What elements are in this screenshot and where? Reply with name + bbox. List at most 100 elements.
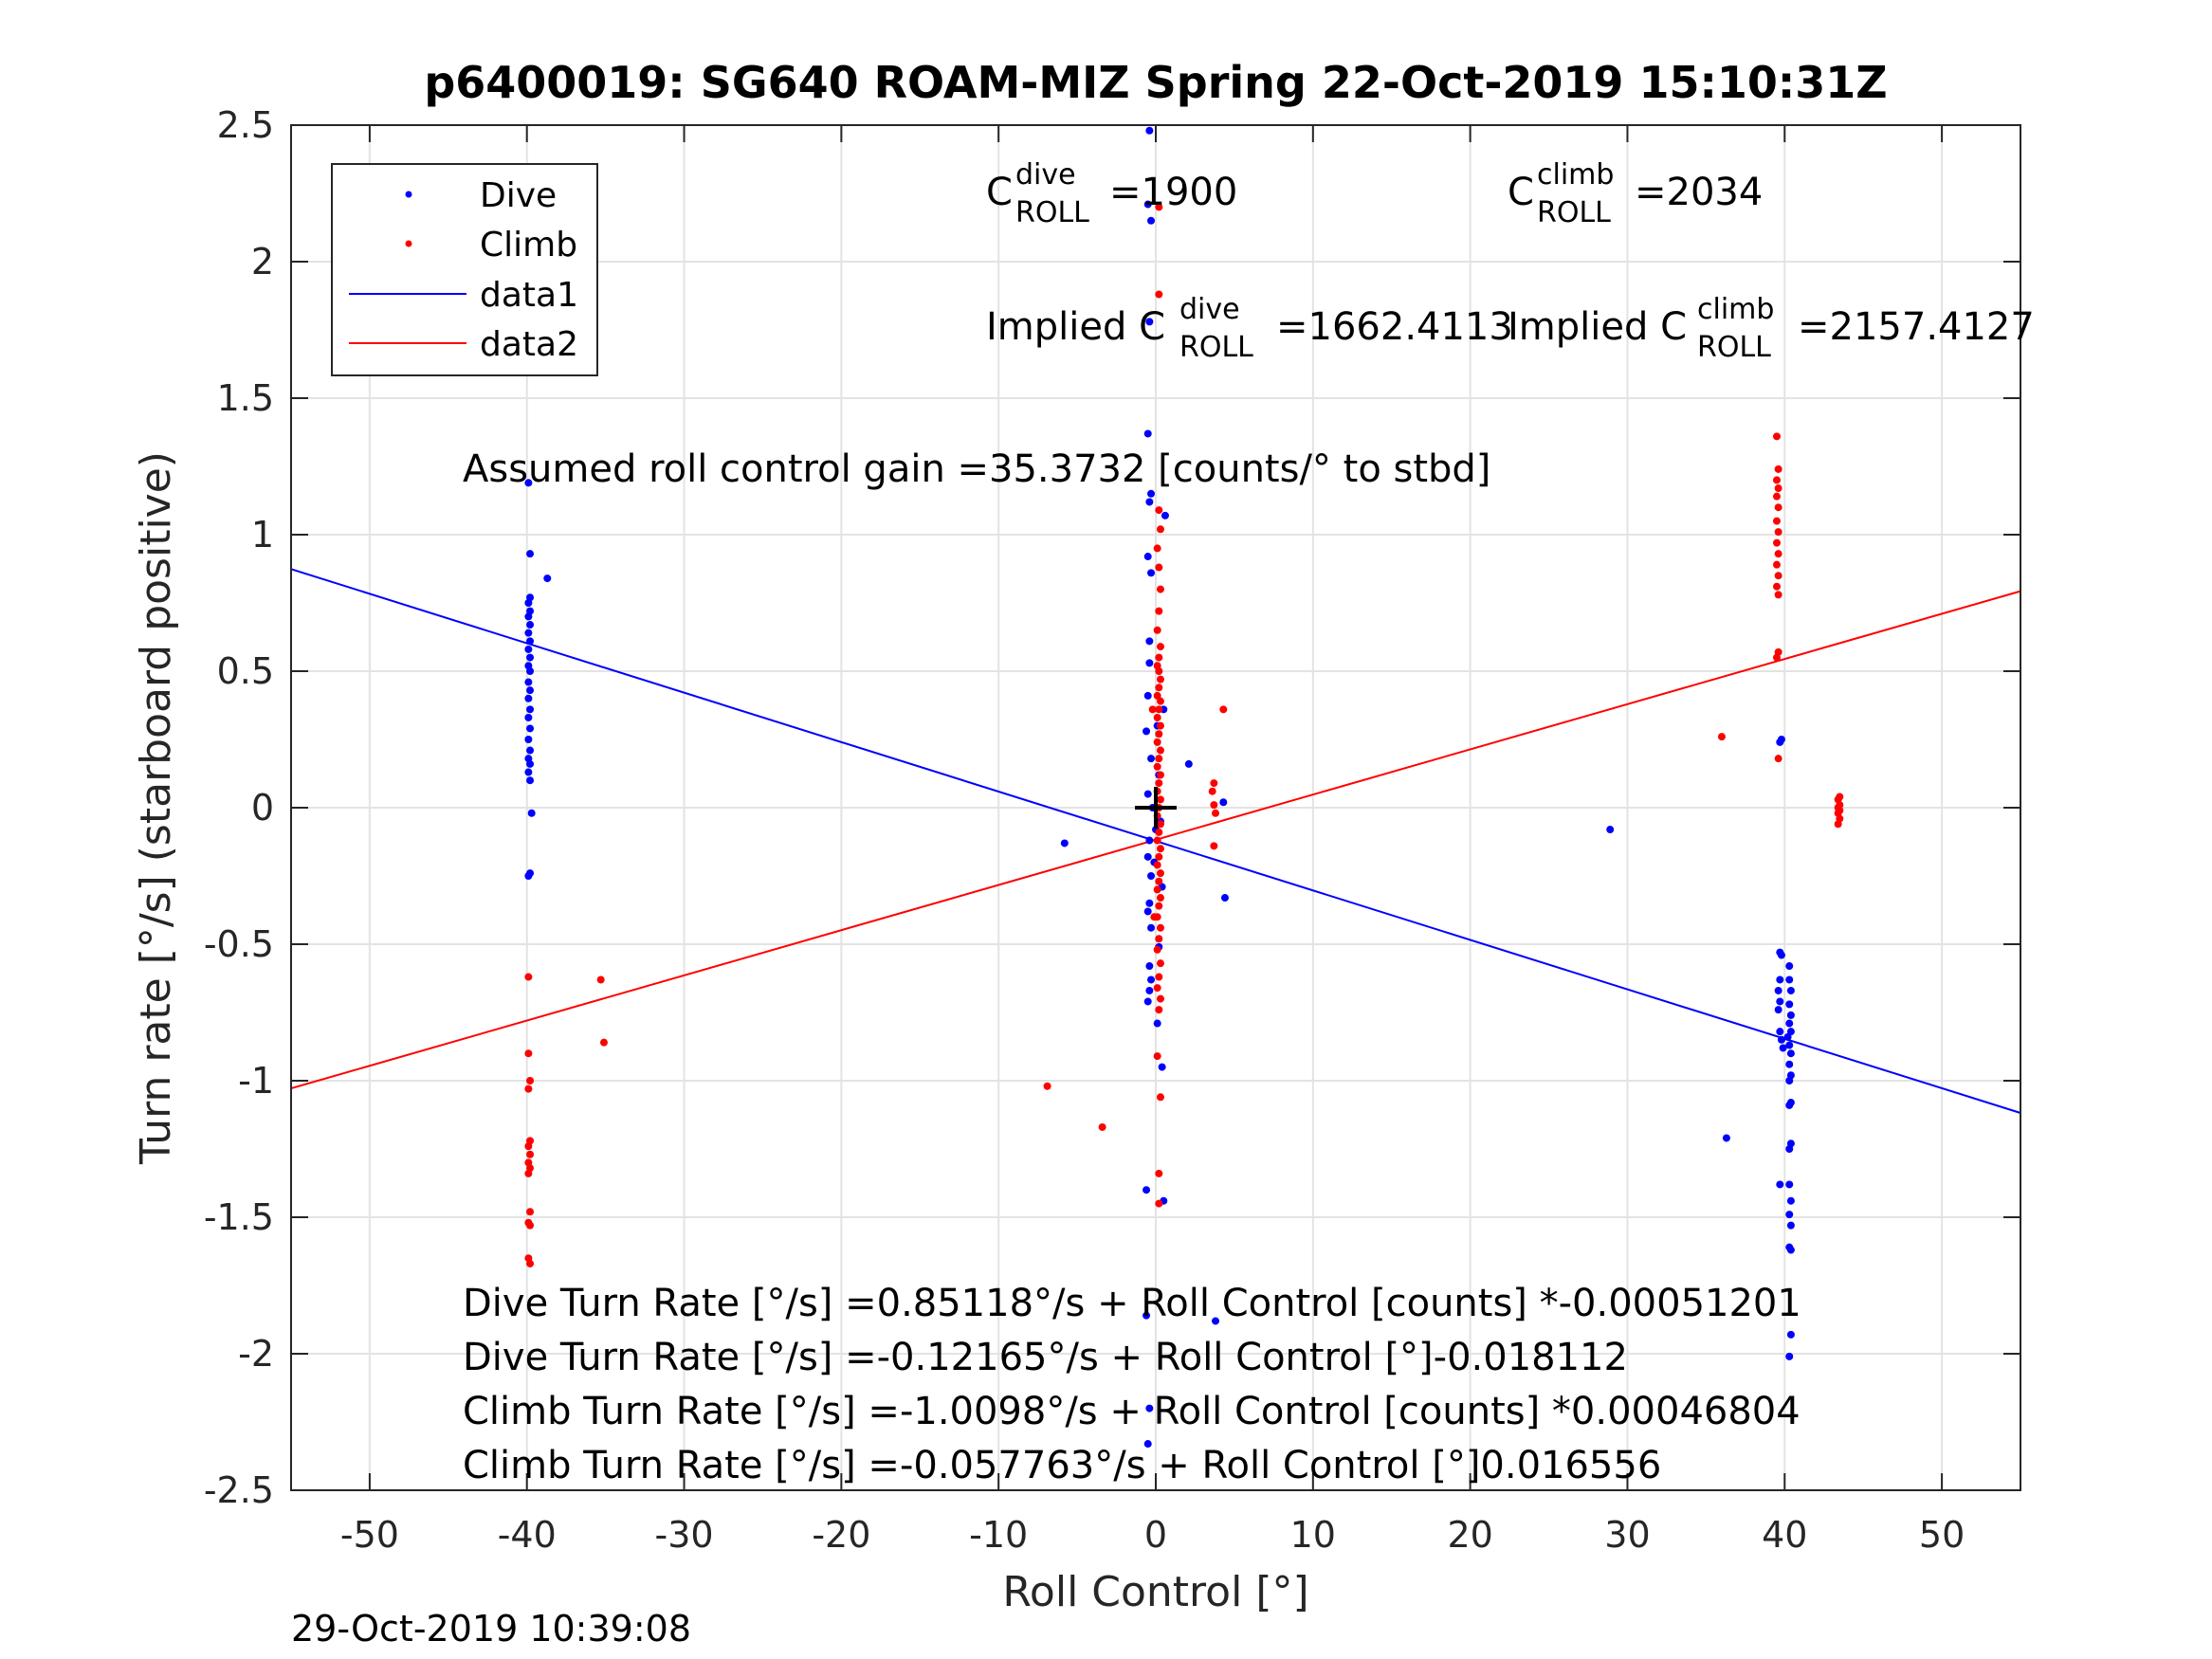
climb-point	[1156, 820, 1164, 829]
dive-point	[1785, 962, 1794, 971]
x-tick-label: -40	[498, 1514, 557, 1556]
dive-point	[1776, 1028, 1784, 1036]
y-tick-label: 0.5	[217, 650, 274, 692]
climb-point	[1219, 705, 1228, 714]
climb-point	[1774, 465, 1782, 473]
implied-climb-value: =2157.4127	[1798, 305, 2035, 349]
climb-point	[1156, 771, 1164, 779]
climb-point	[1155, 684, 1163, 692]
dive-point	[1776, 975, 1784, 984]
climb-point	[1155, 877, 1163, 885]
climb-point	[1210, 801, 1218, 810]
dive-point	[1785, 1180, 1794, 1189]
legend-dive-label: Dive	[480, 176, 557, 215]
dive-point	[1785, 1077, 1794, 1085]
implied-dive-sub: ROLL	[1179, 331, 1253, 364]
climb-point	[1772, 517, 1781, 525]
climb-point	[1156, 525, 1164, 534]
c-roll-climb-annotation: C climb ROLL =2034	[1508, 158, 1763, 229]
legend-climb-marker	[405, 240, 412, 247]
x-tick-label: -20	[812, 1514, 870, 1556]
dive-point	[524, 713, 533, 721]
dive-point	[524, 629, 533, 637]
dive-point	[1147, 923, 1156, 932]
dive-point	[1143, 1440, 1152, 1449]
dive-point	[1143, 727, 1151, 736]
climb-point	[1772, 492, 1781, 501]
c-climb-base: C	[1508, 171, 1534, 214]
implied-dive-sup: dive	[1179, 293, 1240, 326]
climb-point	[1156, 994, 1164, 1003]
climb-point	[1155, 935, 1163, 943]
fit-equation-dive-degrees: Dive Turn Rate [°/s] =-0.12165°/s + Roll…	[463, 1336, 1628, 1379]
climb-point	[1155, 607, 1163, 615]
climb-point	[1155, 506, 1163, 515]
dive-point	[524, 768, 533, 776]
climb-point	[1155, 852, 1163, 861]
dive-point	[1786, 1221, 1795, 1230]
dive-point	[1219, 798, 1228, 807]
dive-point	[1785, 975, 1794, 984]
dive-point	[1145, 637, 1154, 646]
c-climb-sup: climb	[1537, 158, 1614, 191]
dive-point	[526, 667, 535, 675]
climb-point	[1155, 667, 1163, 675]
x-tick-label: 0	[1144, 1514, 1167, 1556]
dive-point	[1722, 1134, 1730, 1142]
x-axis-label: Roll Control [°]	[1002, 1568, 1308, 1616]
climb-point	[596, 975, 605, 984]
climb-point	[1156, 923, 1164, 932]
climb-point	[1155, 779, 1163, 788]
climb-point	[1156, 869, 1164, 878]
dive-point	[1145, 899, 1154, 907]
dive-point	[526, 724, 535, 733]
dive-point	[1147, 216, 1156, 225]
dive-point	[524, 479, 533, 487]
climb-point	[1156, 585, 1164, 593]
dive-point	[1143, 852, 1152, 861]
x-tick-label: -30	[655, 1514, 714, 1556]
climb-point	[1156, 746, 1164, 755]
climb-point	[1153, 836, 1161, 845]
implied-climb-sub: ROLL	[1697, 331, 1771, 364]
dive-point	[1147, 872, 1156, 880]
x-tick-label: 10	[1290, 1514, 1336, 1556]
climb-point	[1774, 503, 1782, 512]
implied-dive-value: =1662.4113	[1276, 305, 1513, 349]
y-tick-label: 2	[251, 241, 274, 283]
dive-point	[526, 759, 535, 768]
y-axis-label: Turn rate [°/s] (starboard positive)	[132, 451, 180, 1165]
series-climb	[524, 203, 1844, 1267]
gain-annotation: Assumed roll control gain =35.3732 [coun…	[463, 447, 1490, 491]
dive-point	[1774, 1006, 1782, 1014]
climb-point	[1774, 755, 1782, 763]
dive-point	[1143, 1186, 1151, 1194]
dive-point	[527, 809, 536, 817]
climb-point	[1212, 809, 1220, 817]
dive-point	[524, 612, 533, 621]
dive-point	[1158, 1063, 1166, 1071]
climb-point	[1772, 476, 1781, 484]
fit-equation-dive-counts: Dive Turn Rate [°/s] =0.85118°/s + Roll …	[463, 1282, 1801, 1325]
dive-point	[1143, 790, 1152, 798]
dive-point	[1777, 951, 1785, 959]
climb-point	[1834, 820, 1842, 829]
climb-point	[1153, 713, 1161, 721]
c-climb-sub: ROLL	[1537, 196, 1611, 229]
climb-point	[1155, 1006, 1163, 1014]
climb-point	[1208, 787, 1216, 795]
x-tick-labels: -50 -40 -30 -20 -10 0 10 20 30 40 50	[340, 1514, 1965, 1556]
dive-point	[1143, 997, 1152, 1006]
y-tick-label: -0.5	[204, 923, 274, 965]
dive-point	[526, 746, 535, 755]
dive-point	[1786, 1049, 1795, 1058]
dive-point	[1785, 1060, 1794, 1068]
dive-point	[1143, 691, 1152, 700]
dive-point	[1785, 1019, 1794, 1028]
dive-point	[526, 776, 535, 785]
dive-point	[1785, 1352, 1794, 1360]
dive-point	[1060, 839, 1069, 848]
dive-point	[526, 653, 535, 662]
climb-point	[1772, 538, 1781, 547]
climb-point	[1156, 959, 1164, 968]
